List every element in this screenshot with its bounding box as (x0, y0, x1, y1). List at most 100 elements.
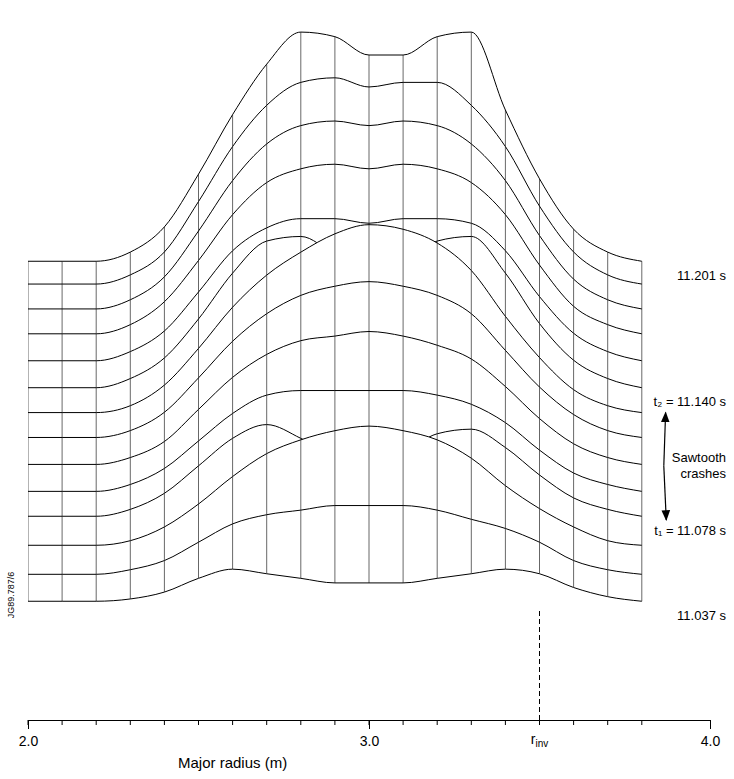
mesh-line (62, 574, 63, 601)
mesh-line (403, 121, 404, 164)
minor-tick (130, 720, 131, 725)
mesh-line (505, 273, 506, 316)
mesh-line (96, 545, 97, 574)
mesh-line (198, 409, 199, 441)
mesh-line (334, 506, 335, 583)
mesh-line (369, 169, 370, 223)
profile-group (28, 506, 642, 615)
mesh-line (539, 324, 540, 358)
mesh-line (471, 271, 472, 314)
profile-group (28, 332, 642, 615)
mesh-line (369, 126, 370, 169)
mesh-line (266, 354, 267, 395)
hidden-surface (28, 282, 642, 615)
minor-tick (471, 720, 472, 725)
mesh-line (505, 448, 506, 486)
minor-tick (198, 720, 199, 725)
mesh-line (573, 415, 574, 444)
mesh-line (505, 486, 506, 529)
minor-tick (539, 720, 540, 725)
mesh-line (232, 251, 233, 273)
minor-tick (164, 720, 165, 725)
x-tick: 2.0 (19, 720, 39, 749)
mesh-line (28, 516, 29, 545)
mesh-line (403, 229, 404, 286)
mesh-line (300, 126, 301, 169)
profile-group (28, 426, 642, 615)
mesh-line (300, 169, 301, 219)
mesh-line (28, 309, 29, 334)
mesh-line (471, 359, 472, 404)
minor-tick (300, 720, 301, 725)
mesh-line (164, 527, 165, 561)
r-inv-sub: inv (535, 738, 548, 749)
mesh-line (369, 332, 370, 391)
chart-svg: 2.03.04.0Major radius (m)rinv11.201 st₂ … (0, 0, 734, 779)
mesh-line (164, 412, 165, 441)
time-label: 11.037 s (677, 608, 726, 623)
mesh-line (130, 458, 131, 485)
minor-tick (369, 720, 370, 725)
mesh-line (198, 504, 199, 542)
mesh-line (334, 37, 335, 78)
mesh-line (471, 223, 472, 236)
mesh-line (607, 458, 608, 485)
mesh-line (607, 275, 608, 300)
mesh-line (505, 215, 506, 251)
mesh-line (403, 431, 404, 506)
profile-group (28, 219, 642, 615)
mesh-line (232, 413, 233, 438)
mesh-line (198, 466, 199, 504)
mesh-line (641, 309, 642, 334)
mesh-line (573, 252, 574, 279)
mesh-line (437, 295, 438, 345)
mesh-line (28, 464, 29, 491)
mesh-line (573, 444, 574, 473)
mesh-line (130, 379, 131, 406)
mesh-line (334, 431, 335, 506)
mesh-line (232, 438, 233, 476)
mesh-line (573, 229, 574, 252)
mesh-line (300, 82, 301, 125)
mesh-line (232, 477, 233, 524)
mesh-line (607, 484, 608, 509)
mesh-line (300, 510, 301, 578)
mesh-line (573, 561, 574, 588)
mesh-line (607, 325, 608, 352)
mesh-line (539, 358, 540, 387)
minor-tick (437, 720, 438, 725)
mesh-line (62, 334, 63, 361)
mesh-line (607, 252, 608, 275)
mesh-line (641, 516, 642, 545)
mesh-line (539, 206, 540, 235)
mesh-line (198, 231, 199, 260)
mesh-line (437, 82, 438, 125)
mesh-line (28, 284, 29, 309)
mesh-line (505, 147, 506, 181)
mesh-line (130, 252, 131, 275)
mesh-line (403, 336, 404, 390)
minor-tick (573, 720, 574, 725)
annotation-arrow (664, 466, 666, 520)
mesh-line (198, 174, 199, 201)
mesh-line (607, 379, 608, 406)
mesh-line (62, 516, 63, 545)
hidden-surface (28, 225, 642, 615)
mesh-line (266, 241, 267, 275)
mesh-line (266, 183, 267, 228)
mesh-line (334, 121, 335, 164)
annotation-arrow (664, 412, 666, 465)
mesh-line (266, 395, 267, 424)
mesh-line (437, 243, 438, 295)
mesh-line (369, 426, 370, 505)
mesh-line (437, 345, 438, 395)
mesh-line (28, 437, 29, 464)
minor-tick (641, 720, 642, 725)
mesh-line (232, 524, 233, 569)
mesh-line (28, 361, 29, 388)
mesh-line (28, 388, 29, 413)
minor-tick (28, 720, 29, 725)
hidden-surface (28, 164, 642, 615)
mesh-line (164, 252, 165, 277)
mesh-line (403, 55, 404, 82)
